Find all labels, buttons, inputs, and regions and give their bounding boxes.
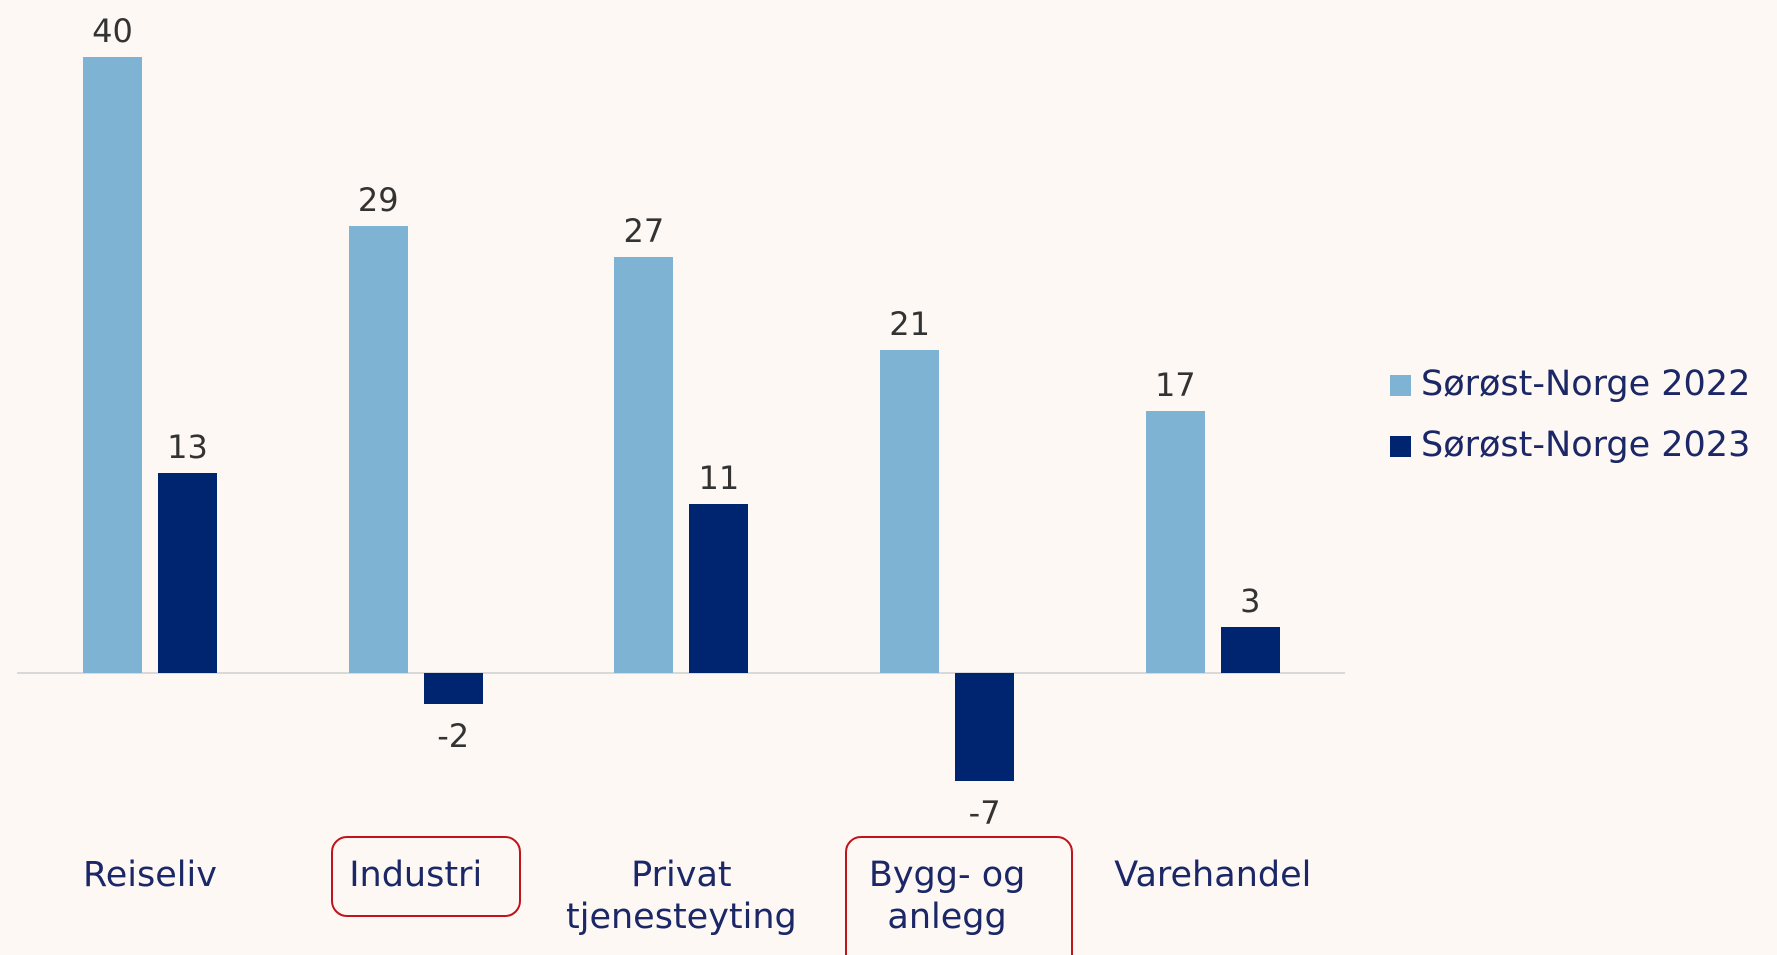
bar [83, 57, 142, 673]
value-label: 21 [889, 304, 930, 343]
bar [1145, 411, 1205, 673]
bar [614, 257, 674, 673]
bar [348, 226, 408, 673]
bar [880, 349, 940, 673]
highlight-box [331, 836, 521, 917]
bar [689, 503, 749, 673]
value-label: 11 [698, 458, 740, 497]
value-label: -7 [968, 793, 1001, 832]
value-label: 17 [1154, 366, 1196, 405]
legend-swatch [1390, 375, 1411, 396]
legend-item: Sørøst-Norge 2022 [1390, 364, 1750, 404]
category-label: Privat tjenesteyting [566, 855, 797, 937]
value-label: 13 [167, 427, 208, 466]
value-label: 3 [1240, 581, 1261, 620]
category-label: Industri [349, 855, 483, 895]
bar [158, 472, 217, 673]
legend-label: Sørøst-Norge 2023 [1421, 425, 1751, 465]
category-label: Bygg- og anlegg [868, 855, 1026, 937]
category-label: Varehandel [1114, 855, 1312, 895]
zero-line [17, 672, 1345, 674]
value-label: 40 [92, 12, 133, 50]
bar [423, 673, 483, 704]
category-label: Reiseliv [83, 855, 217, 895]
legend-label: Sørøst-Norge 2022 [1421, 364, 1751, 404]
bar [1220, 626, 1280, 673]
bar [955, 673, 1015, 781]
legend-swatch [1390, 436, 1411, 457]
value-label: -2 [437, 716, 470, 755]
value-label: 27 [623, 212, 665, 251]
highlight-box [845, 836, 1073, 955]
legend-item: Sørøst-Norge 2023 [1390, 425, 1750, 465]
value-label: 29 [357, 181, 399, 220]
